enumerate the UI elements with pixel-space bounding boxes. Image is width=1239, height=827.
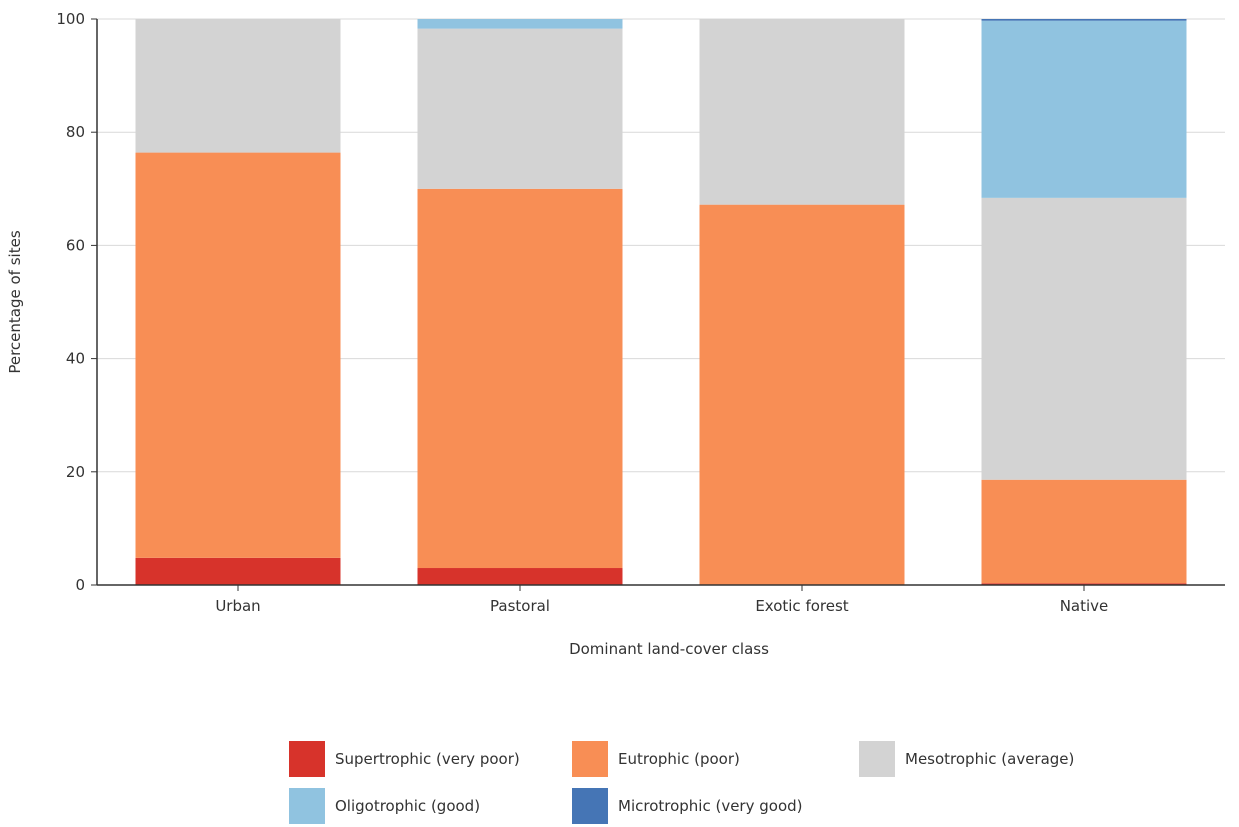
x-axis-title: Dominant land-cover class: [569, 640, 769, 658]
bar-segment: [417, 188, 623, 569]
legend-item: Supertrophic (very poor): [289, 741, 520, 777]
legend-item: Oligotrophic (good): [289, 788, 480, 824]
legend-label: Oligotrophic (good): [335, 797, 481, 815]
bar-segment: [417, 568, 623, 585]
legend-item: Eutrophic (poor): [572, 741, 740, 777]
legend-swatch: [572, 741, 608, 777]
bars: [135, 19, 1187, 585]
x-tick-label: Urban: [215, 597, 260, 615]
bar-segment: [981, 20, 1187, 198]
legend-label: Mesotrophic (average): [905, 750, 1075, 768]
legend-item: Mesotrophic (average): [859, 741, 1074, 777]
x-tick-label: Pastoral: [490, 597, 550, 615]
y-tick-label: 80: [66, 123, 85, 141]
bar-segment: [135, 19, 341, 153]
y-axis-title: Percentage of sites: [6, 230, 24, 373]
legend-swatch: [859, 741, 895, 777]
y-tick-label: 40: [66, 350, 85, 368]
legend-label: Microtrophic (very good): [618, 797, 803, 815]
legend-swatch: [289, 741, 325, 777]
bar-segment: [417, 19, 623, 29]
bar-segment: [699, 204, 905, 585]
legend-swatch: [572, 788, 608, 824]
legend-label: Eutrophic (poor): [618, 750, 740, 768]
bar-segment: [981, 19, 1187, 21]
x-tick-label: Exotic forest: [755, 597, 848, 615]
bar-segment: [135, 557, 341, 585]
x-tick-label: Native: [1060, 597, 1109, 615]
bar-segment: [981, 583, 1187, 585]
legend-swatch: [289, 788, 325, 824]
bar-segment: [981, 479, 1187, 584]
y-tick-label: 20: [66, 463, 85, 481]
y-ticks: 0 20 40 60 80 100: [56, 10, 97, 594]
bar-segment: [981, 197, 1187, 480]
y-tick-label: 0: [75, 576, 85, 594]
legend-label: Supertrophic (very poor): [335, 750, 520, 768]
y-tick-label: 100: [56, 10, 85, 28]
bar-segment: [417, 28, 623, 189]
x-ticks: Urban Pastoral Exotic forest Native: [215, 585, 1108, 615]
bar-segment: [135, 152, 341, 558]
bar-segment: [699, 19, 905, 205]
y-tick-label: 60: [66, 236, 85, 254]
legend-item: Microtrophic (very good): [572, 788, 803, 824]
